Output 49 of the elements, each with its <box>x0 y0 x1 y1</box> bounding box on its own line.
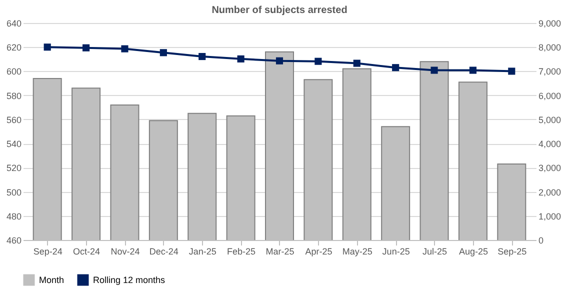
x-tick-label: May-25 <box>342 246 372 256</box>
x-tick-label: Oct-24 <box>73 246 100 256</box>
x-tick-label: Jul-25 <box>422 246 448 256</box>
y-tick-label: 540 <box>6 139 22 150</box>
y-tick-label: 460 <box>6 236 22 246</box>
point <box>82 44 90 52</box>
y2-tick-label: 8,000 <box>538 42 562 53</box>
x-tick-label: Mar-25 <box>266 246 294 256</box>
point <box>276 57 284 64</box>
y2-tick-label: 2,000 <box>538 187 562 198</box>
x-tick-label: Apr-25 <box>305 246 332 256</box>
point <box>121 45 128 52</box>
point <box>44 44 51 51</box>
y2-tick-label: 5,000 <box>538 114 562 125</box>
x-tick-label: Aug-25 <box>458 246 488 256</box>
y2-tick-label: 4,000 <box>538 139 562 150</box>
point <box>353 60 360 67</box>
point <box>469 66 476 74</box>
x-tick-label: Sep-25 <box>498 246 527 256</box>
y2-tick-label: 0 <box>538 236 544 246</box>
x-tick-label: Jun-25 <box>382 246 410 256</box>
y-tick-label: 580 <box>6 90 22 101</box>
y2-tick-label: 9,000 <box>538 18 562 28</box>
y-tick-label: 560 <box>6 114 22 125</box>
point <box>198 52 206 60</box>
legend-label: Month <box>39 275 64 285</box>
y-tick-label: 480 <box>6 211 22 222</box>
y2-tick-label: 3,000 <box>538 163 562 174</box>
y-tick-label: 600 <box>6 66 22 77</box>
point <box>160 49 167 56</box>
x-tick-label: Dec-24 <box>149 246 178 256</box>
point <box>392 64 400 72</box>
y-tick-label: 500 <box>6 187 22 198</box>
y-tick-label: 640 <box>6 18 22 28</box>
y2-tick-label: 1,000 <box>538 211 562 222</box>
y-tick-label: 620 <box>6 42 22 53</box>
chart-title: Number of subjects arrested <box>212 5 348 16</box>
point <box>237 55 244 62</box>
y2-tick-label: 7,000 <box>538 66 562 77</box>
point <box>314 58 322 65</box>
x-tick-label: Feb-25 <box>227 246 256 256</box>
x-tick-label: Sep-24 <box>33 246 62 256</box>
y-tick-label: 520 <box>6 163 22 174</box>
x-tick-label: Jan-25 <box>188 246 216 256</box>
legend-label: Rolling 12 months <box>93 275 166 285</box>
point <box>430 66 438 74</box>
point <box>508 68 516 75</box>
x-tick-label: Nov-24 <box>110 246 140 256</box>
y2-tick-label: 6,000 <box>538 90 562 101</box>
